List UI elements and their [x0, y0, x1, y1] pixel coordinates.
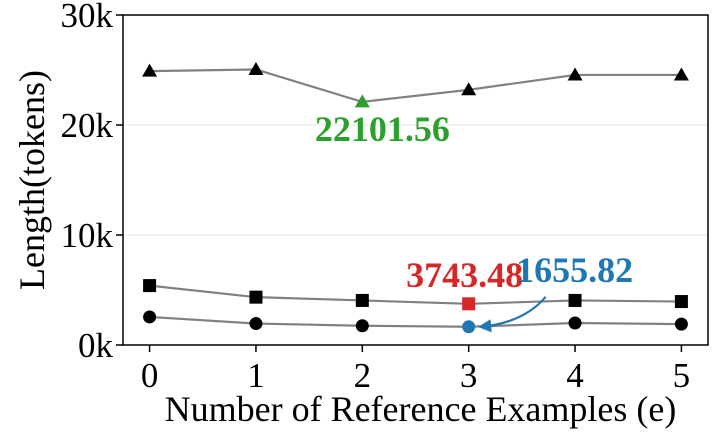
x-axis-label: Number of Reference Examples (e)	[165, 389, 677, 429]
y-tick-label: 0k	[78, 326, 114, 365]
y-axis-label: Length(tokens)	[12, 70, 52, 290]
x-axis-ticks: 0 1 2 3 4 5	[141, 345, 690, 395]
x-tick-label: 2	[354, 356, 372, 395]
data-point-square	[674, 295, 688, 309]
y-tick-label: 10k	[61, 216, 114, 255]
data-point-circle	[462, 320, 476, 334]
x-tick-label: 4	[566, 356, 584, 395]
x-tick-label: 3	[460, 356, 478, 395]
series-layer	[142, 61, 689, 334]
annotation-label: 3743.48	[406, 255, 523, 295]
annotation-label: 1655.82	[516, 250, 633, 290]
data-point-square	[249, 290, 263, 304]
data-point-square	[568, 293, 582, 307]
data-point-triangle	[673, 67, 689, 81]
data-point-circle	[249, 317, 263, 331]
data-point-circle	[355, 319, 369, 333]
data-point-triangle	[142, 63, 158, 77]
x-tick-label: 5	[673, 356, 691, 395]
series-triangle	[142, 61, 689, 108]
x-tick-label: 0	[141, 356, 159, 395]
data-point-circle	[143, 310, 157, 324]
annotation-arrow	[478, 296, 547, 333]
series-square	[143, 279, 688, 311]
data-point-circle	[568, 316, 582, 330]
y-tick-label: 20k	[61, 106, 114, 145]
series-circle	[143, 310, 688, 334]
series-line	[149, 284, 682, 305]
data-point-triangle	[461, 82, 477, 96]
data-point-triangle	[248, 61, 264, 75]
series-line	[149, 315, 682, 328]
data-point-circle	[674, 317, 688, 331]
plot-frame	[122, 14, 709, 346]
y-axis-ticks: 0k 10k 20k 30k	[61, 0, 123, 365]
y-tick-label: 30k	[61, 0, 114, 35]
data-point-square	[143, 279, 157, 293]
grid-lines	[123, 124, 708, 236]
data-point-triangle	[567, 67, 583, 81]
data-point-square	[355, 293, 369, 307]
series-line	[149, 68, 682, 104]
data-point-triangle	[354, 94, 370, 108]
annotation-label: 22101.56	[315, 109, 450, 149]
data-point-square	[462, 297, 476, 311]
x-tick-label: 1	[247, 356, 265, 395]
